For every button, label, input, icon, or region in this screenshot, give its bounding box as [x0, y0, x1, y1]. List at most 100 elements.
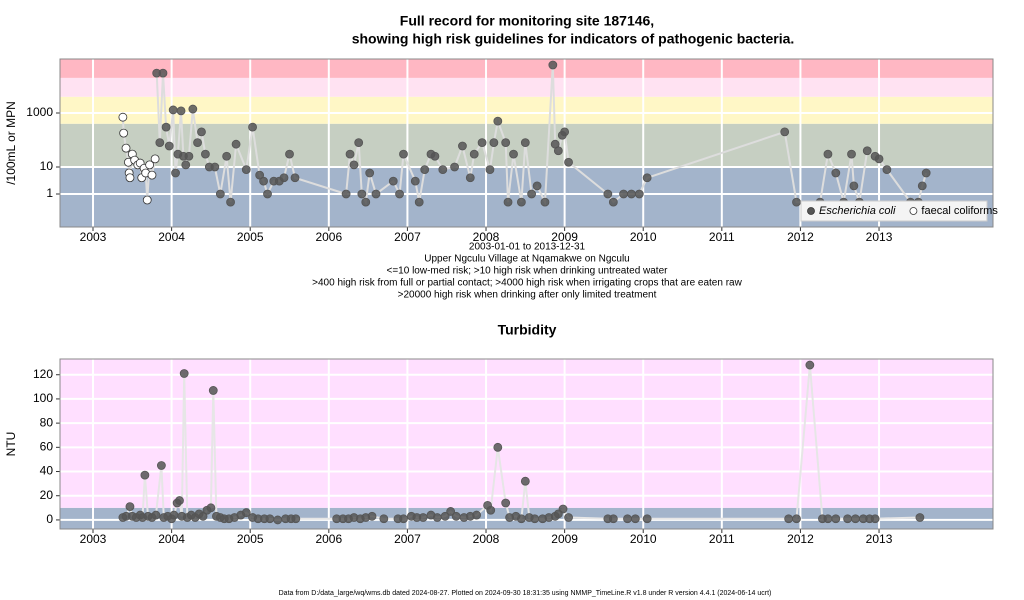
data-point: [193, 138, 202, 148]
data-point: [548, 60, 558, 70]
data-point: [608, 197, 618, 207]
data-point: [164, 141, 174, 151]
data-point: [241, 165, 251, 175]
plot-frame: [59, 58, 994, 228]
data-point: [255, 170, 265, 180]
data-point: [248, 122, 257, 132]
caption-line: >20000 high risk when drinking after onl…: [398, 290, 657, 301]
data-point: [379, 514, 389, 524]
data-point: [430, 151, 440, 161]
data-point: [231, 139, 241, 149]
data-point: [917, 181, 927, 191]
data-point: [201, 149, 210, 159]
data-point: [279, 173, 289, 183]
data-point: [354, 138, 364, 148]
data-point: [169, 510, 179, 520]
data-point: [485, 165, 495, 175]
data-point: [125, 173, 135, 183]
data-point: [623, 514, 632, 524]
data-point: [263, 189, 272, 199]
data-point: [156, 461, 166, 470]
data-point: [361, 197, 371, 207]
x-tick-label: 2012: [787, 230, 814, 244]
data-point: [410, 176, 420, 186]
data-point: [208, 386, 218, 395]
data-point: [882, 165, 892, 175]
data-point: [603, 189, 613, 199]
data-point: [634, 189, 644, 199]
data-point: [440, 511, 450, 521]
data-point: [831, 168, 841, 178]
data-point: [161, 122, 171, 132]
y-axis-title: NTU: [4, 432, 18, 457]
x-tick-label: 2006: [315, 230, 342, 244]
data-point: [849, 181, 859, 191]
y-axis-title: /100mL or MPN: [4, 101, 18, 185]
data-point: [418, 513, 428, 522]
x-tick-label: 2011: [709, 532, 735, 546]
data-point: [831, 514, 841, 524]
footer: Data from D:/data_large/wq/wms.db dated …: [279, 590, 772, 597]
data-point: [291, 514, 301, 524]
data-point: [823, 149, 833, 159]
data-point: [155, 138, 165, 148]
data-point: [527, 189, 537, 199]
data-point: [241, 508, 251, 518]
data-point: [341, 189, 351, 199]
data-point: [564, 157, 573, 167]
data-point: [642, 173, 652, 183]
data-point: [265, 514, 275, 524]
data-point: [493, 442, 503, 452]
legend-marker: [807, 207, 815, 215]
data-point: [823, 514, 833, 524]
data-point: [175, 496, 184, 505]
data-point: [564, 513, 573, 522]
data-point: [608, 514, 618, 524]
data-point: [226, 197, 235, 207]
data-point: [142, 195, 152, 205]
y-tick-label: 10: [40, 159, 54, 173]
x-tick-label: 2010: [630, 230, 657, 244]
chart-subtitle: showing high risk guidelines for indicat…: [352, 31, 795, 47]
data-point: [477, 138, 487, 148]
x-tick-label: 2007: [394, 230, 421, 244]
data-point: [458, 141, 467, 151]
data-point: [915, 513, 925, 522]
data-point: [560, 127, 570, 137]
data-point: [171, 168, 180, 178]
legend-label: Escherichia coli: [819, 205, 896, 217]
data-point: [501, 138, 511, 148]
x-tick-label: 2013: [866, 532, 893, 546]
data-point: [472, 510, 481, 520]
y-tick-label: 0: [46, 512, 53, 526]
data-point: [784, 514, 794, 524]
data-point: [145, 160, 155, 170]
risk-band: [60, 77, 993, 97]
x-tick-label: 2011: [709, 230, 735, 244]
data-point: [395, 189, 404, 199]
data-point: [540, 197, 550, 207]
data-point: [399, 149, 408, 159]
data-point: [345, 149, 355, 159]
y-tick-label: 20: [40, 488, 54, 502]
data-point: [516, 514, 526, 524]
data-point: [357, 189, 367, 199]
x-tick-label: 2012: [787, 532, 814, 546]
y-tick-label: 40: [40, 464, 54, 478]
x-tick-label: 2010: [630, 532, 657, 546]
data-point: [921, 168, 931, 178]
data-point: [259, 176, 268, 186]
data-point: [349, 160, 359, 170]
data-point: [627, 189, 636, 199]
data-point: [273, 515, 283, 525]
data-point: [119, 128, 129, 138]
data-point: [367, 511, 377, 521]
data-point: [414, 197, 424, 207]
data-point: [184, 151, 194, 161]
x-tick-label: 2003: [80, 532, 107, 546]
data-point: [843, 514, 852, 524]
chart-title: Turbidity: [498, 322, 557, 338]
data-point: [150, 154, 160, 164]
y-tick-label: 1: [46, 186, 53, 200]
